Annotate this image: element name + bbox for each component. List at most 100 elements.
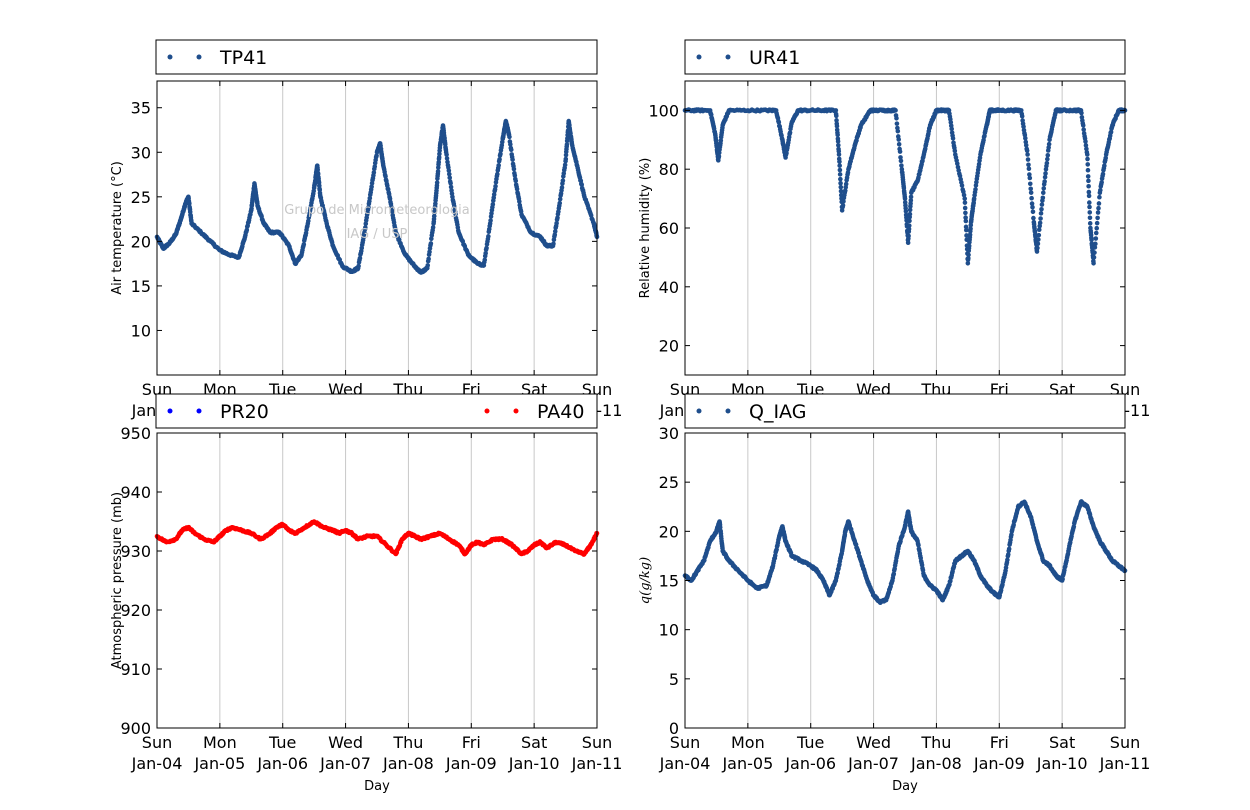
data-point xyxy=(1024,148,1030,153)
data-point xyxy=(444,156,450,161)
data-point xyxy=(1103,155,1108,161)
data-point xyxy=(508,147,514,152)
x-tick-label-day: Fri xyxy=(462,733,481,752)
data-point xyxy=(497,157,502,162)
data-point xyxy=(451,203,457,209)
data-point xyxy=(1085,162,1091,167)
data-point xyxy=(787,130,793,135)
data-point xyxy=(964,233,969,238)
data-point xyxy=(1036,232,1042,238)
data-point xyxy=(968,226,973,232)
data-point xyxy=(1002,570,1008,576)
data-point xyxy=(717,525,723,530)
legend-box xyxy=(155,393,598,429)
legend-marker xyxy=(167,408,173,414)
data-point xyxy=(1029,195,1034,201)
data-point xyxy=(1023,142,1029,148)
data-point xyxy=(1038,211,1044,216)
data-point xyxy=(902,194,908,200)
data-point xyxy=(1040,195,1046,201)
data-point xyxy=(437,148,442,153)
x-tick-label-day: Wed xyxy=(856,733,891,752)
data-point xyxy=(833,579,838,584)
data-point xyxy=(835,139,841,144)
data-point xyxy=(1005,552,1011,557)
data-point xyxy=(499,139,505,145)
data-point xyxy=(841,199,846,204)
data-point xyxy=(1087,210,1093,215)
panel-atmospheric-pressure: 900 910 920 930 940 950 Sun Jan-04 Mon Jan-05 Tue J… xyxy=(110,393,622,794)
data-point xyxy=(1030,209,1036,215)
data-point xyxy=(906,233,911,239)
y-tick-label: 100 xyxy=(648,101,679,120)
data-point xyxy=(301,242,307,247)
data-point xyxy=(949,126,954,132)
y-tick-label: 950 xyxy=(120,424,151,443)
legend-label: PR20 xyxy=(220,401,269,423)
x-tick-label-date: Jan-08 xyxy=(910,754,962,773)
legend-label: PA40 xyxy=(537,401,584,423)
data-point xyxy=(363,225,368,230)
y-tick-label: 5 xyxy=(669,670,679,689)
data-point xyxy=(965,260,971,266)
series-ur41 xyxy=(682,107,1128,266)
legend-marker xyxy=(696,54,702,60)
data-point xyxy=(496,163,501,168)
data-point xyxy=(1079,110,1084,116)
data-point xyxy=(973,187,978,192)
data-point xyxy=(552,232,558,238)
data-point xyxy=(1091,258,1096,264)
data-point xyxy=(838,176,843,182)
data-point xyxy=(839,551,844,556)
data-point xyxy=(569,139,574,144)
data-point xyxy=(1087,221,1093,226)
data-point xyxy=(1100,171,1106,177)
data-point xyxy=(512,173,518,178)
x-tick-label-date: Jan-07 xyxy=(319,754,371,773)
data-point xyxy=(383,174,388,179)
data-point xyxy=(971,197,977,203)
data-point xyxy=(483,250,488,256)
data-point xyxy=(518,209,524,214)
data-point xyxy=(366,205,371,210)
data-point xyxy=(555,215,560,220)
x-tick-label-date: Jan-09 xyxy=(445,754,497,773)
data-point xyxy=(1026,162,1031,168)
data-point xyxy=(1036,237,1041,242)
data-point xyxy=(1042,179,1047,184)
data-point xyxy=(448,180,453,186)
data-point xyxy=(966,243,972,249)
data-point xyxy=(1094,225,1100,231)
y-tick-label: 25 xyxy=(131,188,151,207)
data-point xyxy=(967,232,973,238)
data-point xyxy=(453,211,458,217)
plot-frame xyxy=(156,80,598,376)
data-point xyxy=(386,191,392,197)
watermark-line1: Grupo de Micrometeorologia xyxy=(284,203,470,218)
data-point xyxy=(1087,200,1092,205)
watermark-line2: IAG / USP xyxy=(347,227,408,242)
x-tick-label-day: Sun xyxy=(582,733,612,752)
data-point xyxy=(1086,183,1091,189)
data-point xyxy=(1084,149,1090,155)
data-point xyxy=(906,223,912,228)
data-point xyxy=(559,185,565,190)
data-point xyxy=(305,223,310,229)
data-point xyxy=(511,166,517,172)
y-tick-label: 10 xyxy=(659,621,679,640)
data-point xyxy=(513,178,519,184)
x-axis-label: Day xyxy=(364,779,390,794)
data-point xyxy=(962,205,968,211)
data-point xyxy=(837,167,843,173)
data-point xyxy=(1045,156,1050,162)
data-point xyxy=(498,151,503,157)
data-point xyxy=(556,206,562,211)
data-point xyxy=(507,134,512,140)
data-point xyxy=(425,263,431,268)
data-point xyxy=(1096,205,1101,211)
data-point xyxy=(371,170,377,175)
legend-marker xyxy=(484,408,490,414)
data-point xyxy=(430,225,436,230)
data-point xyxy=(845,170,851,175)
